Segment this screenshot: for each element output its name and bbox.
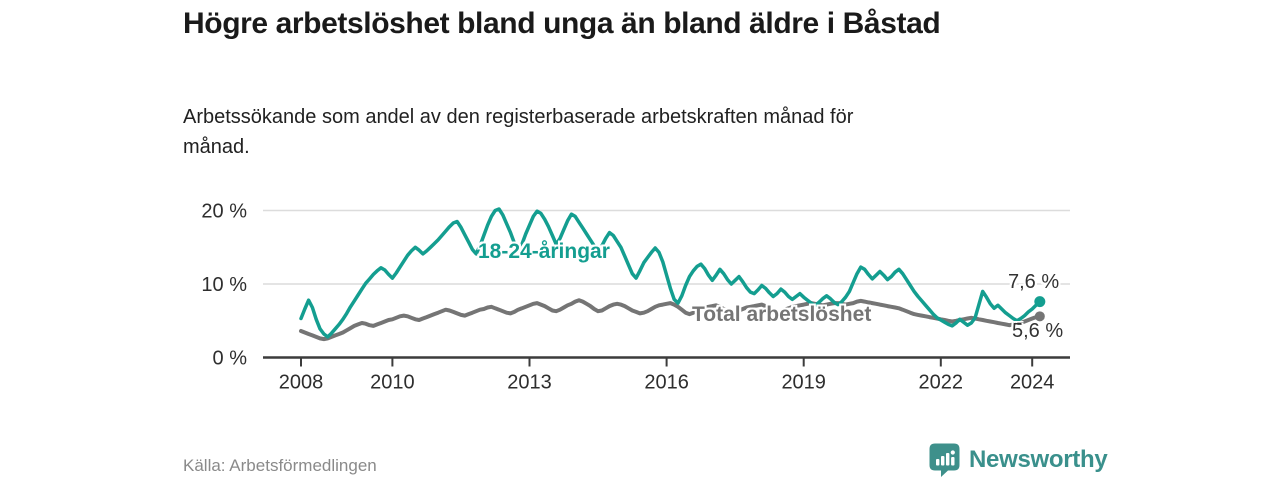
chart-speech-bubble-icon	[929, 443, 960, 477]
y-axis-tick-label: 20 %	[201, 201, 247, 223]
chart-title: Högre arbetslöshet bland unga än bland ä…	[183, 7, 941, 40]
end-value-total: 5,6 %	[1012, 320, 1064, 342]
series-line-total-arbetsl-shet	[299, 298, 1042, 342]
x-axis-tick-label: 2008	[279, 372, 324, 394]
logo-wordmark: Newsworthy	[969, 446, 1108, 473]
x-axis-tick-label: 2019	[781, 372, 826, 394]
x-axis-tick-label: 2024	[1010, 372, 1055, 394]
y-axis-tick-label: 0 %	[213, 348, 248, 370]
series-label-young: 18-24-åringar	[478, 240, 610, 263]
end-value-young: 7,6 %	[1008, 271, 1060, 293]
series-end-dot	[1034, 296, 1046, 308]
x-axis-tick-label: 2010	[370, 372, 415, 394]
newsworthy-logo: Newsworthy	[929, 443, 1108, 477]
source-text: Källa: Arbetsförmedlingen	[183, 456, 377, 475]
series-line-18-24-ringar	[299, 207, 1042, 339]
y-axis-tick-label: 10 %	[201, 274, 247, 296]
chart-subtitle: Arbetssökande som andel av den registerb…	[183, 106, 854, 158]
series-label-total: Total arbetslöshet	[692, 303, 872, 326]
series-end-dot	[1034, 311, 1045, 322]
x-axis-tick-label: 2016	[644, 372, 689, 394]
x-axis-tick-label: 2022	[919, 372, 964, 394]
x-axis-tick-label: 2013	[507, 372, 552, 394]
